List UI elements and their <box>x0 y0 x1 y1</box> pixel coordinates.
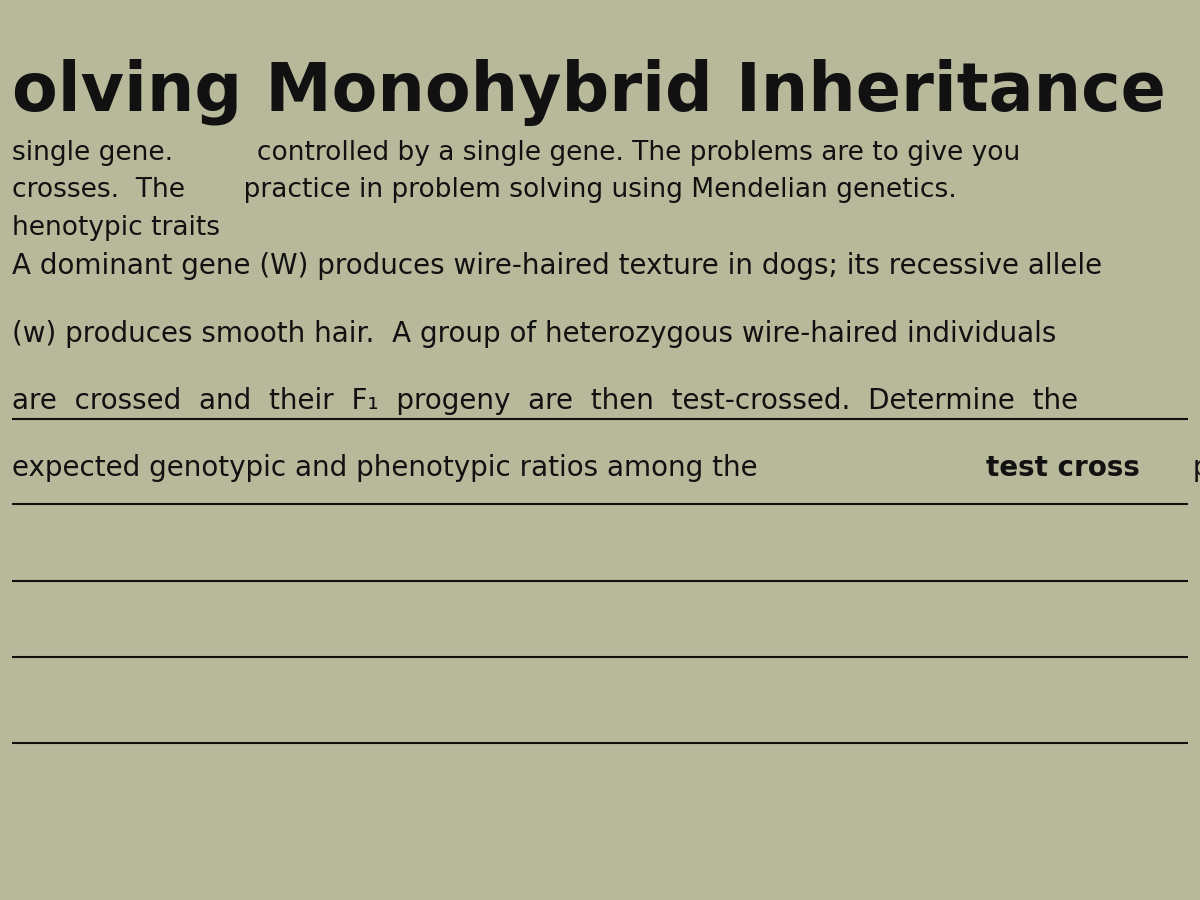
Text: olving Monohybrid Inheritance: olving Monohybrid Inheritance <box>12 58 1166 125</box>
Text: A dominant gene (W) produces wire-haired texture in dogs; its recessive allele: A dominant gene (W) produces wire-haired… <box>12 252 1102 280</box>
Text: henotypic traits: henotypic traits <box>12 215 220 241</box>
Text: expected genotypic and phenotypic ratios among the: expected genotypic and phenotypic ratios… <box>12 454 767 482</box>
Text: progeny:: progeny: <box>1184 454 1200 482</box>
Text: single gene.          controlled by a single gene. The problems are to give you: single gene. controlled by a single gene… <box>12 140 1020 166</box>
Text: (w) produces smooth hair.  A group of heterozygous wire-haired individuals: (w) produces smooth hair. A group of het… <box>12 320 1056 347</box>
Text: test cross: test cross <box>985 454 1140 482</box>
Text: crosses.  The       practice in problem solving using Mendelian genetics.: crosses. The practice in problem solving… <box>12 177 956 203</box>
Text: are  crossed  and  their  F₁  progeny  are  then  test-crossed.  Determine  the: are crossed and their F₁ progeny are the… <box>12 387 1078 415</box>
